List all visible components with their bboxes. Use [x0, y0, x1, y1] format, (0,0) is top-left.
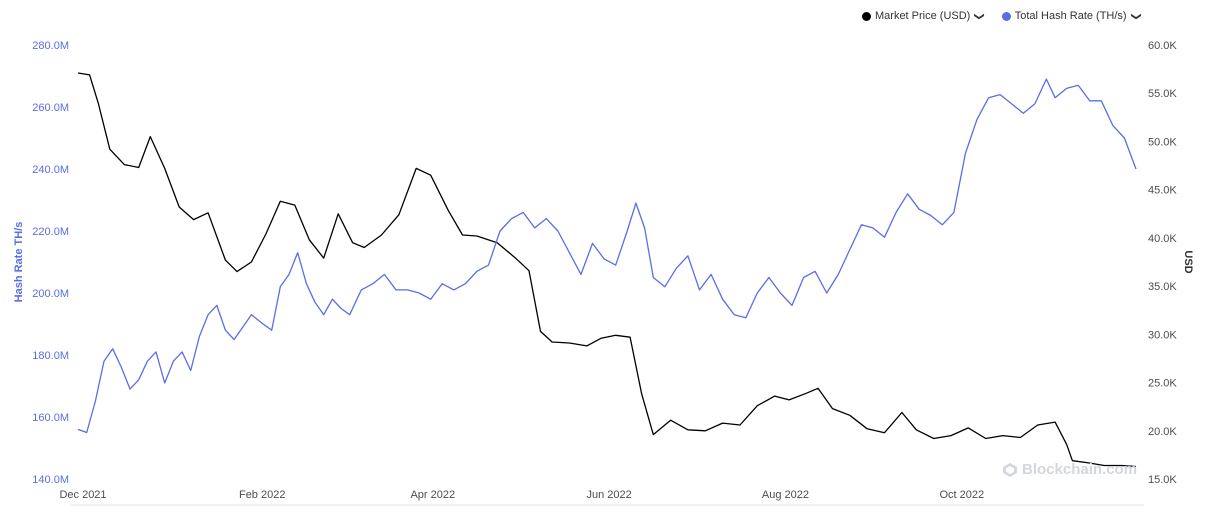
- y-right-tick-label: 60.0K: [1148, 40, 1177, 52]
- x-tick-label: Oct 2022: [939, 489, 984, 501]
- x-tick-label: Jun 2022: [586, 489, 631, 501]
- y-left-tick-label: 280.0M: [32, 40, 69, 52]
- hash-rate-series-line: [77, 78, 1137, 434]
- y-right-axis-title: USD: [1182, 250, 1194, 273]
- y-left-tick-label: 240.0M: [32, 164, 69, 176]
- x-tick-label: Apr 2022: [410, 489, 455, 501]
- y-left-tick-label: 200.0M: [32, 288, 69, 300]
- watermark-text: Blockchain.com: [1022, 461, 1138, 478]
- y-right-tick-label: 25.0K: [1148, 378, 1177, 390]
- y-left-tick-label: 160.0M: [32, 412, 69, 424]
- y-right-tick-label: 55.0K: [1148, 88, 1177, 100]
- y-left-tick-label: 260.0M: [32, 102, 69, 114]
- y-right-tick-label: 35.0K: [1148, 281, 1177, 293]
- chevron-down-icon[interactable]: ❯: [974, 11, 986, 21]
- x-tick-label: Dec 2021: [59, 489, 106, 501]
- y-right-tick-label: 50.0K: [1148, 136, 1177, 148]
- y-left-tick-label: 180.0M: [32, 350, 69, 362]
- chart-legend: Market Price (USD) ❯ Total Hash Rate (TH…: [862, 10, 1142, 22]
- y-right-tick-label: 45.0K: [1148, 185, 1177, 197]
- legend-swatch-market-price: [862, 11, 871, 21]
- y-right-tick-label: 40.0K: [1148, 233, 1177, 245]
- blockchain-logo-icon: [1003, 462, 1017, 477]
- watermark: Blockchain.com: [1003, 461, 1137, 478]
- y-left-tick-label: 220.0M: [32, 226, 69, 238]
- legend-label-hash-rate: Total Hash Rate (TH/s): [1014, 10, 1127, 22]
- market-price-series-line: [77, 72, 1137, 468]
- x-tick-label: Feb 2022: [239, 489, 285, 501]
- x-tick-label: Aug 2022: [762, 489, 809, 501]
- chevron-down-icon[interactable]: ❯: [1130, 11, 1142, 21]
- y-left-axis-title: Hash Rate TH/s: [13, 222, 25, 303]
- y-right-tick-label: 30.0K: [1148, 329, 1177, 341]
- y-left-tick-label: 140.0M: [32, 474, 69, 486]
- y-right-tick-label: 20.0K: [1148, 426, 1177, 438]
- legend-swatch-hash-rate: [1001, 11, 1011, 21]
- legend-item-hash-rate[interactable]: Total Hash Rate (TH/s) ❯: [1001, 10, 1142, 22]
- legend-item-market-price[interactable]: Market Price (USD) ❯: [862, 10, 986, 22]
- y-right-tick-label: 15.0K: [1148, 474, 1177, 486]
- legend-label-market-price: Market Price (USD): [875, 10, 971, 22]
